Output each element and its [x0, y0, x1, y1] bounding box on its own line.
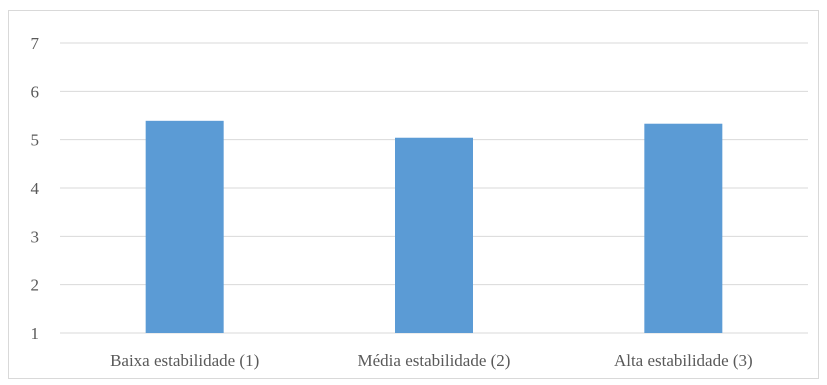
bar-3	[644, 123, 723, 333]
y-tick-label: 7	[31, 34, 40, 53]
x-category-label: Alta estabilidade (3)	[614, 351, 753, 370]
bar-1	[145, 120, 224, 333]
x-category-label: Média estabilidade (2)	[358, 351, 511, 370]
y-tick-label: 3	[31, 227, 40, 246]
x-category-label: Baixa estabilidade (1)	[110, 351, 259, 370]
y-tick-label: 6	[31, 82, 40, 101]
y-tick-label: 5	[31, 131, 40, 150]
y-axis-tick-labels: 1 2 3 4 5 6 7	[31, 34, 40, 343]
y-tick-label: 1	[31, 324, 40, 343]
y-tick-label: 2	[31, 276, 40, 295]
bars	[145, 120, 723, 333]
bar-2	[395, 137, 473, 333]
y-tick-label: 4	[31, 179, 40, 198]
x-axis-category-labels: Baixa estabilidade (1) Média estabilidade…	[110, 351, 753, 370]
